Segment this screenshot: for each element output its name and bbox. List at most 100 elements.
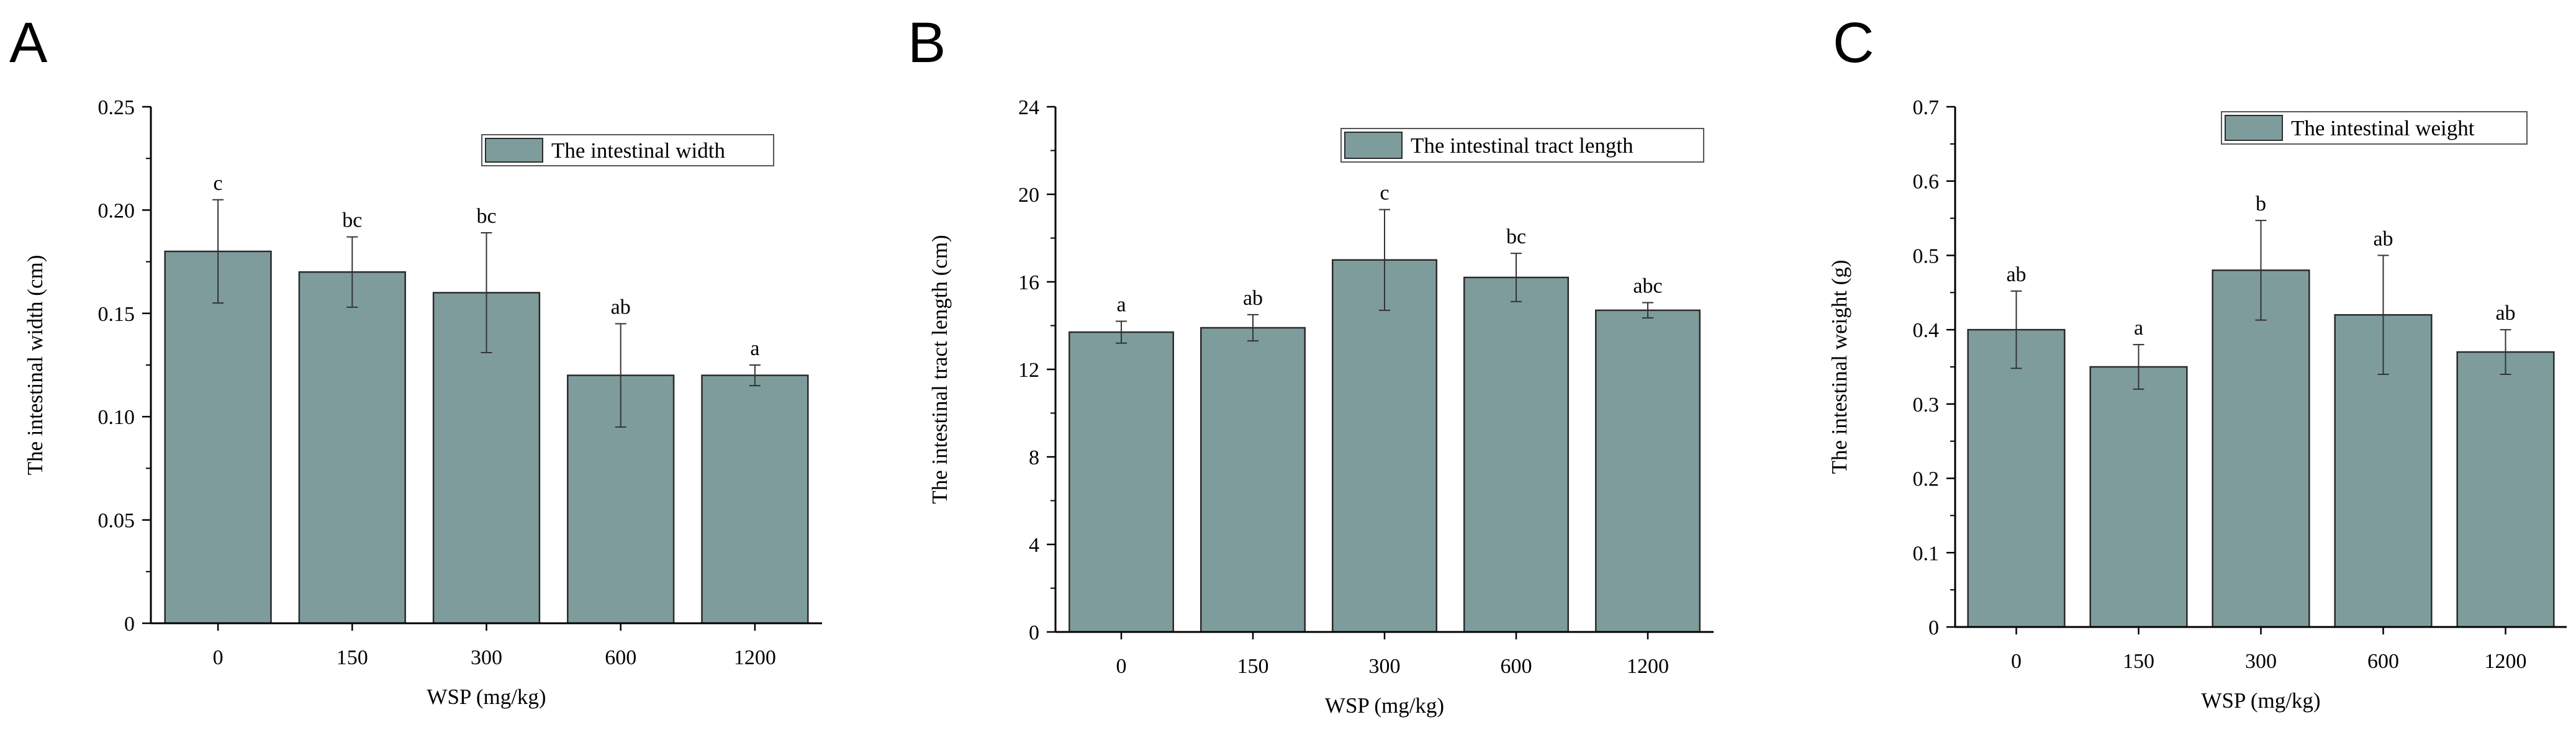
error-bar — [2255, 220, 2267, 321]
y-tick-label: 4 — [1029, 534, 1039, 557]
y-axis-title: The intestinal tract length (cm) — [928, 235, 952, 503]
y-tick-label: 0.2 — [1913, 468, 1940, 491]
x-tick-label: 300 — [2245, 650, 2277, 673]
error-bar — [2500, 329, 2511, 375]
panel-b: Ba 0 ab 150 c 300 bc 600 abc 1200 0 4 8 12 16 20 24 WSP (… — [908, 11, 1714, 718]
panel-letter: B — [908, 11, 946, 74]
x-tick-label: 1200 — [1627, 655, 1669, 678]
y-tick-label: 12 — [1018, 359, 1039, 382]
legend-swatch — [1344, 132, 1403, 159]
bar — [2212, 269, 2310, 628]
y-axis-title: The intestinal weight (g) — [1827, 259, 1851, 474]
significance-label: ab — [2495, 302, 2515, 325]
significance-label: bc — [342, 209, 362, 232]
x-axis-title: WSP (mg/kg) — [2201, 688, 2320, 713]
significance-label: c — [214, 172, 223, 195]
y-tick-label: 0.20 — [98, 199, 135, 222]
bar — [701, 374, 809, 625]
significance-label: bc — [1506, 225, 1526, 248]
error-bar — [2133, 344, 2144, 390]
x-tick-label: 150 — [2123, 650, 2154, 673]
x-axis-title: WSP (mg/kg) — [427, 685, 546, 709]
significance-label: ab — [1243, 287, 1263, 310]
error-bar — [1379, 209, 1390, 311]
significance-label: a — [1116, 293, 1126, 316]
y-tick-label: 0.25 — [98, 96, 135, 119]
x-tick-label: 300 — [1369, 655, 1401, 678]
panel-letter: A — [9, 11, 48, 74]
error-bar — [1642, 302, 1653, 319]
x-tick-label: 150 — [1237, 655, 1269, 678]
significance-label: ab — [2373, 227, 2393, 250]
bar — [1069, 331, 1174, 633]
y-tick-label: 0.05 — [98, 510, 135, 533]
error-bar — [2377, 255, 2389, 375]
legend-label: The intestinal tract length — [1411, 133, 1634, 158]
significance-label: a — [750, 337, 759, 360]
y-tick-label: 20 — [1018, 184, 1039, 207]
y-tick-label: 0.7 — [1913, 96, 1940, 119]
error-bar — [1116, 320, 1127, 344]
x-tick-label: 300 — [471, 646, 502, 669]
x-tick-label: 0 — [1116, 655, 1127, 678]
y-tick-label: 0 — [124, 613, 135, 636]
y-tick-label: 24 — [1018, 96, 1039, 119]
error-bar — [2010, 290, 2022, 369]
legend: The intestinal width — [481, 134, 774, 166]
legend-swatch — [485, 138, 543, 163]
error-bar — [346, 236, 358, 308]
y-tick-label: 0 — [1928, 616, 1939, 639]
legend: The intestinal weight — [2221, 111, 2528, 145]
x-tick-label: 600 — [605, 646, 636, 669]
y-axis-title: The intestinal width (cm) — [23, 255, 47, 476]
y-tick-label: 0 — [1029, 621, 1039, 644]
significance-label: abc — [1633, 274, 1662, 297]
x-tick-label: 1200 — [2485, 650, 2527, 673]
x-tick-label: 600 — [1501, 655, 1532, 678]
y-tick-label: 0.6 — [1913, 171, 1940, 194]
y-tick-label: 0.5 — [1913, 245, 1940, 268]
significance-label: b — [2256, 192, 2266, 215]
bar — [2456, 351, 2555, 628]
bar — [2089, 366, 2188, 628]
error-bar — [1247, 313, 1259, 342]
legend: The intestinal tract length — [1340, 128, 1704, 163]
significance-label: ab — [611, 295, 631, 318]
panel-letter: C — [1833, 11, 1874, 74]
x-tick-label: 0 — [2011, 650, 2022, 673]
bar — [1463, 276, 1569, 633]
significance-label: bc — [476, 205, 496, 228]
error-bar — [1511, 253, 1522, 302]
y-tick-label: 8 — [1029, 446, 1039, 469]
y-tick-label: 0.1 — [1913, 542, 1940, 565]
significance-label: c — [1380, 182, 1389, 205]
y-tick-label: 0.4 — [1913, 319, 1940, 342]
y-tick-label: 16 — [1018, 271, 1039, 294]
x-tick-label: 1200 — [734, 646, 776, 669]
x-tick-label: 0 — [213, 646, 224, 669]
panel-c: Cab 0 a 150 b 300 ab 600 ab 1200 0 0.1 0.2 0.3 0.4 0.5 0… — [1827, 11, 2567, 713]
x-tick-label: 600 — [2367, 650, 2399, 673]
bar — [1967, 328, 2066, 628]
bar — [298, 271, 406, 625]
significance-label: a — [2134, 317, 2143, 340]
y-tick-label: 0.10 — [98, 406, 135, 429]
bar — [164, 250, 272, 625]
bar — [1200, 327, 1306, 633]
legend-swatch — [2225, 115, 2283, 141]
y-tick-label: 0.15 — [98, 303, 135, 326]
y-tick-label: 0.3 — [1913, 394, 1940, 417]
error-bar — [481, 232, 492, 354]
bar — [1332, 259, 1437, 633]
error-bar — [615, 323, 626, 428]
significance-label: ab — [2006, 263, 2026, 286]
x-tick-label: 150 — [337, 646, 368, 669]
x-axis-title: WSP (mg/kg) — [1325, 693, 1444, 718]
error-bar — [749, 364, 761, 387]
error-bar — [212, 199, 224, 304]
legend-label: The intestinal weight — [2291, 116, 2475, 140]
panel-a: Ac 0 bc 150 bc 300 ab 600 a 1200 0 0.05 0.10 0.15 0.20… — [9, 11, 822, 709]
bar — [1595, 309, 1701, 633]
legend-label: The intestinal width — [551, 138, 725, 163]
